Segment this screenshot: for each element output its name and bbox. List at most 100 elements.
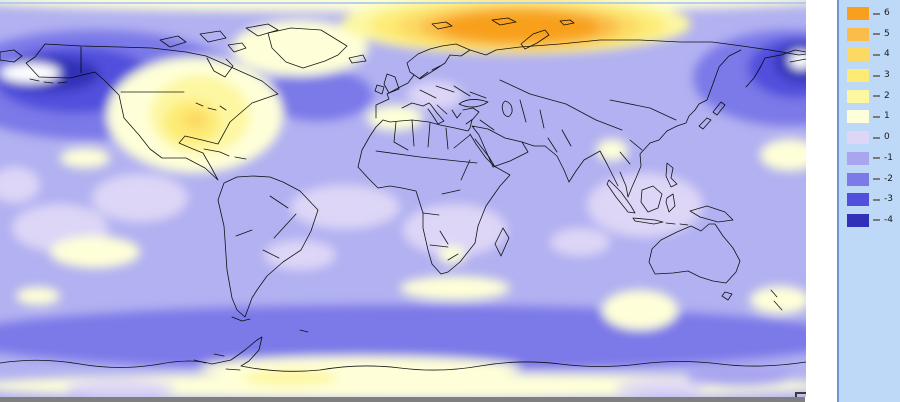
aleutian-islands — [29, 78, 68, 84]
novaya-zemlya — [520, 29, 550, 50]
south-america-borders — [235, 195, 297, 259]
anomaly-blob-1 — [596, 139, 628, 161]
anomaly-blob-0 — [550, 228, 610, 256]
anomaly-blob-0 — [587, 173, 703, 237]
legend-tick-dash — [873, 157, 880, 160]
arabia-coast — [471, 125, 529, 168]
philippines-coast — [665, 162, 678, 188]
sumatra-coast — [606, 179, 636, 214]
anomaly-blob-0 — [0, 167, 40, 203]
anomaly-blob-1 — [438, 246, 466, 264]
legend-entry: 5 — [847, 27, 900, 41]
legend-entry: 1 — [847, 110, 900, 124]
legend-swatch — [847, 48, 869, 62]
iceland-coast — [348, 54, 367, 64]
madagascar-coast — [494, 227, 510, 257]
legend-tick-dash — [873, 198, 880, 201]
anomaly-blob-1 — [0, 373, 806, 397]
russia-arctic-coast — [469, 39, 806, 56]
legend-entry: -3 — [847, 193, 900, 207]
tasmania-coast — [721, 291, 733, 301]
legend-swatch — [847, 89, 869, 103]
antarctic-islands — [193, 329, 309, 371]
new-guinea-coast — [689, 205, 734, 223]
legend-value-label: -4 — [884, 214, 893, 225]
adriatic — [436, 104, 448, 115]
anomaly-blob-4 — [183, 111, 207, 129]
asia-borders — [479, 79, 677, 165]
world-anomaly-map — [0, 0, 806, 397]
britain-coast — [383, 73, 400, 94]
anomaly-blob-0 — [615, 380, 705, 396]
legend-value-label: 5 — [884, 28, 890, 39]
australia-coast — [648, 223, 741, 284]
caribbean-islands — [203, 148, 247, 160]
black-sea — [458, 99, 489, 108]
legend-entry: -1 — [847, 151, 900, 165]
map-top-border-line — [0, 2, 806, 4]
legend-tick-dash — [873, 74, 880, 77]
legend-tick-dash — [873, 136, 880, 139]
legend-swatch — [847, 110, 869, 124]
window-corner-mark — [795, 392, 797, 397]
new-zealand-coast — [770, 289, 783, 311]
indochina-coast — [619, 130, 668, 198]
anomaly-blob--2 — [0, 305, 806, 371]
chukotka-right-edge — [789, 58, 806, 63]
anomaly-blob-1 — [367, 105, 423, 131]
anomaly-blob-1 — [16, 287, 60, 305]
scandinavia-coast — [406, 43, 471, 80]
turkey-coast — [462, 107, 480, 125]
legend-tick-dash — [873, 115, 880, 118]
legend-value-label: 1 — [884, 111, 890, 122]
legend-tick-dash — [873, 12, 880, 15]
chukotka-left-edge — [0, 49, 23, 63]
legend-value-label: -2 — [884, 173, 893, 184]
japan-coast — [698, 101, 726, 130]
legend-entry: 0 — [847, 131, 900, 145]
africa-borders — [375, 119, 478, 261]
south-america-coast — [217, 175, 319, 318]
legend-value-label: -1 — [884, 152, 893, 163]
legend-entry: 4 — [847, 48, 900, 62]
europe-borders — [419, 85, 487, 99]
anomaly-blob-0 — [92, 174, 188, 222]
great-lakes — [195, 102, 227, 111]
anomaly-blob-0 — [403, 204, 507, 256]
anomaly-field-blobs — [0, 0, 806, 397]
north-africa-coast — [382, 119, 473, 132]
legend-swatch — [847, 27, 869, 41]
anomaly-blob-lt-4 — [789, 51, 806, 69]
anomaly-blob-1 — [750, 286, 806, 314]
legend-swatch — [847, 172, 869, 186]
legend-entry: 2 — [847, 89, 900, 103]
legend-swatch — [847, 69, 869, 83]
anomaly-blob-lt-4 — [0, 63, 60, 83]
china-coast — [666, 80, 715, 132]
window-edge-strip — [0, 397, 805, 402]
greenland-coast — [267, 27, 348, 69]
legend-swatch — [847, 193, 869, 207]
north-america-coast — [25, 43, 279, 181]
window-corner-mark — [795, 392, 806, 394]
anomaly-blob--2 — [263, 69, 373, 121]
anomaly-blob-2 — [242, 370, 338, 386]
coastline-outlines — [0, 17, 806, 372]
legend-swatch — [847, 7, 869, 20]
anomaly-blob-0 — [65, 380, 175, 397]
legend-value-label: 6 — [884, 8, 890, 18]
legend-swatch — [847, 151, 869, 165]
anomaly-map-svg — [0, 0, 806, 397]
anomaly-blob-1 — [602, 290, 678, 330]
legend-tick-dash — [873, 219, 880, 222]
legend-value-label: 3 — [884, 70, 890, 81]
sulawesi-coast — [665, 193, 676, 213]
caspian-sea — [501, 100, 513, 117]
legend-tick-dash — [873, 53, 880, 56]
legend-entry: -2 — [847, 172, 900, 186]
legend-value-label: -3 — [884, 194, 893, 205]
anomaly-blob-1 — [60, 148, 110, 168]
legend-entry: 6 — [847, 7, 900, 20]
baltic-coast — [419, 65, 441, 79]
legend-swatch — [847, 213, 869, 227]
